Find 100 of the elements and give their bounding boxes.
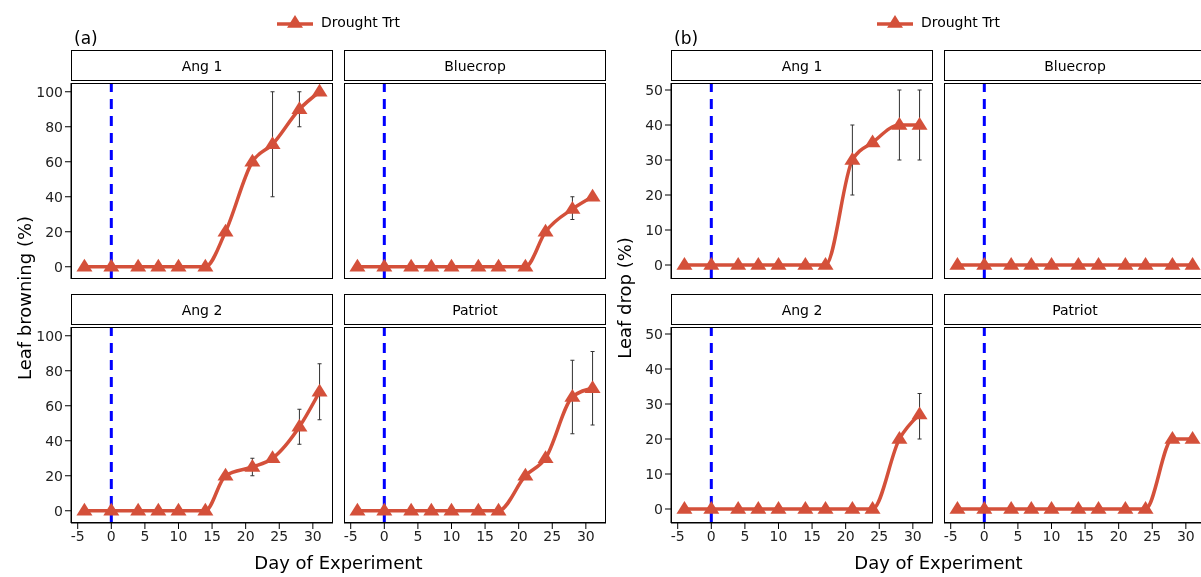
point bbox=[864, 501, 881, 514]
point bbox=[911, 406, 928, 420]
point bbox=[891, 431, 908, 444]
point bbox=[470, 502, 487, 516]
x-tick-label: 25 bbox=[1143, 527, 1162, 544]
point bbox=[76, 502, 93, 516]
point bbox=[376, 258, 393, 272]
x-tick-label: -5 bbox=[670, 527, 685, 544]
x-tick-label: 20 bbox=[236, 527, 255, 544]
x-tick-label: 30 bbox=[303, 527, 322, 544]
point bbox=[349, 258, 366, 272]
point bbox=[291, 418, 308, 432]
point bbox=[217, 467, 234, 481]
y-axis-title: Leaf browning (%) bbox=[13, 215, 35, 381]
point bbox=[376, 502, 393, 516]
chart-title: Ang 1 bbox=[671, 50, 933, 81]
y-tick-label: 0 bbox=[654, 256, 663, 273]
point bbox=[911, 117, 928, 130]
point bbox=[130, 502, 147, 516]
point bbox=[349, 502, 366, 516]
point bbox=[817, 257, 834, 270]
x-tick-label: 15 bbox=[803, 527, 821, 544]
chart-title: Ang 1 bbox=[71, 50, 333, 81]
x-tick-label: 10 bbox=[169, 527, 188, 544]
x-tick-label: 15 bbox=[476, 527, 494, 544]
point bbox=[797, 501, 814, 514]
point bbox=[703, 501, 720, 514]
x-tick-label: 5 bbox=[1013, 527, 1023, 544]
x-tick-label: -5 bbox=[943, 527, 958, 544]
point bbox=[564, 389, 581, 402]
y-tick-label: 30 bbox=[645, 151, 663, 168]
point bbox=[564, 201, 581, 214]
point bbox=[264, 136, 281, 150]
x-tick-label: 25 bbox=[270, 527, 289, 544]
x-axis-title: Day of Experiment bbox=[253, 552, 424, 573]
point bbox=[844, 501, 861, 514]
chart-title: Patriot bbox=[344, 294, 606, 325]
point bbox=[770, 257, 787, 270]
point bbox=[311, 383, 328, 397]
point bbox=[423, 502, 440, 516]
point bbox=[730, 257, 747, 270]
point bbox=[291, 101, 308, 115]
point bbox=[103, 258, 120, 272]
point bbox=[817, 501, 834, 514]
x-tick-label: 5 bbox=[740, 527, 750, 544]
y-tick-label: 40 bbox=[645, 360, 663, 377]
point bbox=[443, 258, 460, 272]
point bbox=[197, 258, 214, 272]
point bbox=[311, 83, 328, 97]
y-tick-label: 60 bbox=[45, 153, 63, 170]
point bbox=[244, 459, 261, 472]
chart-title: Ang 2 bbox=[71, 294, 333, 325]
point bbox=[490, 258, 507, 272]
point bbox=[537, 450, 554, 464]
y-tick-label: 40 bbox=[645, 116, 663, 133]
y-tick-label: 20 bbox=[645, 430, 663, 447]
point bbox=[244, 153, 261, 167]
point bbox=[130, 258, 147, 272]
point bbox=[443, 502, 460, 516]
x-tick-label: 20 bbox=[509, 527, 528, 544]
point bbox=[403, 258, 420, 272]
x-tick-label: 0 bbox=[979, 527, 989, 544]
x-tick-label: 0 bbox=[106, 527, 116, 544]
y-tick-label: 0 bbox=[54, 502, 63, 519]
y-tick-label: 100 bbox=[36, 327, 63, 344]
point bbox=[423, 258, 440, 272]
point bbox=[217, 223, 234, 237]
chart-title: Patriot bbox=[944, 294, 1201, 325]
y-tick-label: 40 bbox=[45, 432, 63, 449]
point bbox=[730, 501, 747, 514]
point bbox=[517, 467, 534, 481]
point bbox=[891, 117, 908, 130]
point bbox=[676, 257, 693, 270]
x-tick-label: 10 bbox=[442, 527, 461, 544]
point bbox=[170, 502, 187, 516]
y-tick-label: 40 bbox=[45, 188, 63, 205]
point bbox=[197, 502, 214, 516]
x-tick-label: 15 bbox=[1076, 527, 1094, 544]
y-tick-label: 0 bbox=[54, 258, 63, 275]
x-tick-label: 10 bbox=[1042, 527, 1061, 544]
x-axis-title: Day of Experiment bbox=[853, 552, 1024, 573]
y-tick-label: 0 bbox=[654, 500, 663, 517]
point bbox=[676, 501, 693, 514]
point bbox=[403, 502, 420, 516]
x-tick-label: 0 bbox=[379, 527, 389, 544]
point bbox=[103, 502, 120, 516]
chart-title: Bluecrop bbox=[344, 50, 606, 81]
point bbox=[170, 258, 187, 272]
text: (b) bbox=[674, 28, 699, 48]
point bbox=[470, 258, 487, 272]
legend-label: Drought Trt bbox=[920, 14, 1001, 30]
point bbox=[584, 188, 601, 202]
x-tick-label: 20 bbox=[836, 527, 855, 544]
y-tick-label: 20 bbox=[45, 467, 63, 484]
point bbox=[750, 501, 767, 514]
x-tick-label: 5 bbox=[413, 527, 423, 544]
y-tick-label: 80 bbox=[45, 362, 63, 379]
point bbox=[797, 257, 814, 270]
x-tick-label: 30 bbox=[1176, 527, 1195, 544]
x-tick-label: 20 bbox=[1109, 527, 1128, 544]
